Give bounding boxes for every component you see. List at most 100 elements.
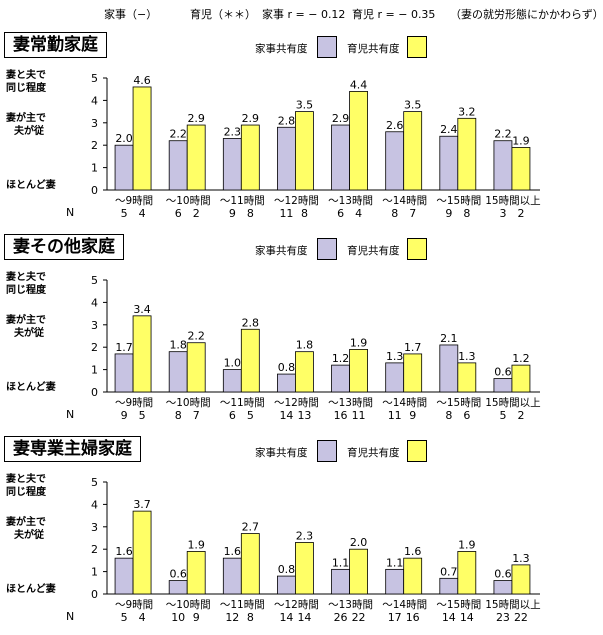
x-tick-label: 15時間以上 bbox=[485, 397, 540, 409]
value-label-kaji: 0.7 bbox=[440, 565, 458, 578]
y-tick-label: 5 bbox=[91, 274, 98, 287]
legend-swatch-ikuji bbox=[407, 238, 427, 260]
value-label-ikuji: 3.7 bbox=[133, 498, 151, 511]
value-label-kaji: 2.2 bbox=[494, 128, 512, 141]
x-tick-label: 〜15時間 bbox=[436, 397, 481, 409]
n-value-ikuji: 8 bbox=[463, 207, 470, 220]
x-tick-label: 〜9時間 bbox=[115, 195, 153, 207]
bar-kaji bbox=[222, 557, 242, 595]
value-label-ikuji: 3.5 bbox=[296, 99, 314, 112]
value-label-kaji: 2.0 bbox=[115, 132, 133, 145]
n-value-ikuji: 16 bbox=[406, 611, 420, 624]
value-label-kaji: 1.3 bbox=[386, 350, 404, 363]
x-tick-label: 〜11時間 bbox=[220, 599, 265, 611]
bar-kaji bbox=[222, 369, 242, 393]
x-tick-label: 〜15時間 bbox=[436, 599, 481, 611]
bar-ikuji bbox=[457, 551, 477, 595]
y-label-equal: 妻と夫で bbox=[6, 68, 46, 81]
bar-ikuji bbox=[511, 147, 531, 191]
y-tick-label: 5 bbox=[91, 72, 98, 85]
x-tick-label: 〜14時間 bbox=[382, 599, 427, 611]
bar-kaji bbox=[277, 373, 296, 393]
value-label-kaji: 2.3 bbox=[224, 125, 242, 138]
n-value-ikuji: 9 bbox=[193, 611, 200, 624]
n-value-kaji: 14 bbox=[279, 611, 293, 624]
value-label-ikuji: 2.9 bbox=[242, 112, 260, 125]
bar-kaji bbox=[168, 580, 188, 595]
x-tick-label: 〜13時間 bbox=[328, 599, 373, 611]
y-label-equal: 同じ程度 bbox=[6, 81, 47, 94]
y-label-wife-main: 夫が従 bbox=[13, 528, 45, 541]
bar-ikuji bbox=[240, 124, 260, 191]
n-value-kaji: 5 bbox=[121, 611, 128, 624]
bar-ikuji bbox=[186, 124, 206, 191]
x-tick-label: 〜13時間 bbox=[328, 195, 373, 207]
n-value-kaji: 3 bbox=[499, 207, 506, 220]
n-value-kaji: 8 bbox=[391, 207, 398, 220]
x-tick-label: 〜11時間 bbox=[220, 397, 265, 409]
n-value-kaji: 10 bbox=[171, 611, 185, 624]
bar-ikuji bbox=[240, 533, 260, 595]
bar-ikuji bbox=[295, 111, 314, 191]
value-label-kaji: 2.6 bbox=[386, 119, 404, 132]
value-label-ikuji: 1.9 bbox=[187, 538, 205, 551]
n-value-kaji: 8 bbox=[175, 409, 182, 422]
y-tick-label: 4 bbox=[91, 94, 98, 107]
n-value-ikuji: 2 bbox=[193, 207, 200, 220]
value-label-kaji: 2.9 bbox=[332, 112, 350, 125]
n-value-ikuji: 6 bbox=[463, 409, 470, 422]
n-value-kaji: 16 bbox=[334, 409, 348, 422]
x-tick-label: 〜10時間 bbox=[166, 397, 211, 409]
x-tick-label: 〜11時間 bbox=[220, 195, 265, 207]
header-ikuji-correlation: 育児 r = − 0.35 bbox=[352, 8, 436, 21]
y-tick-label: 0 bbox=[91, 588, 98, 601]
value-label-kaji: 1.2 bbox=[332, 352, 350, 365]
bar-ikuji bbox=[511, 364, 531, 393]
value-label-ikuji: 1.9 bbox=[512, 134, 530, 147]
n-row-label: N bbox=[66, 610, 74, 623]
y-label-equal: 妻と夫で bbox=[6, 270, 46, 283]
value-label-ikuji: 1.7 bbox=[404, 341, 422, 354]
value-label-ikuji: 1.9 bbox=[350, 336, 368, 349]
bar-ikuji bbox=[240, 328, 260, 393]
value-label-ikuji: 1.8 bbox=[296, 339, 314, 352]
value-label-ikuji: 1.3 bbox=[512, 552, 530, 565]
n-row-label: N bbox=[66, 206, 74, 219]
n-value-ikuji: 14 bbox=[297, 611, 311, 624]
bar-kaji bbox=[331, 364, 350, 393]
n-value-kaji: 11 bbox=[388, 409, 402, 422]
panel-title: 妻その他家庭 bbox=[4, 234, 124, 260]
x-tick-label: 〜15時間 bbox=[436, 195, 481, 207]
n-value-kaji: 12 bbox=[225, 611, 239, 624]
y-tick-label: 3 bbox=[91, 117, 98, 130]
n-value-kaji: 8 bbox=[445, 409, 452, 422]
n-value-ikuji: 4 bbox=[139, 207, 146, 220]
n-value-kaji: 6 bbox=[337, 207, 344, 220]
y-tick-label: 4 bbox=[91, 296, 98, 309]
bar-kaji bbox=[277, 126, 296, 191]
value-label-kaji: 1.8 bbox=[169, 339, 187, 352]
n-value-kaji: 11 bbox=[279, 207, 293, 220]
bar-kaji bbox=[331, 124, 350, 191]
n-value-ikuji: 4 bbox=[355, 207, 362, 220]
n-value-kaji: 9 bbox=[445, 207, 452, 220]
x-tick-label: 〜12時間 bbox=[274, 195, 319, 207]
n-value-ikuji: 4 bbox=[139, 611, 146, 624]
value-label-kaji: 0.8 bbox=[278, 563, 296, 576]
legend-label-ikuji: 育児共有度 bbox=[347, 43, 400, 55]
bar-kaji bbox=[385, 131, 405, 191]
bar-ikuji bbox=[457, 362, 477, 393]
legend-swatch-kaji bbox=[317, 440, 337, 462]
value-label-ikuji: 4.4 bbox=[350, 78, 368, 91]
legend-swatch-ikuji bbox=[407, 36, 427, 58]
n-value-kaji: 14 bbox=[279, 409, 293, 422]
x-tick-label: 〜9時間 bbox=[115, 397, 153, 409]
value-label-ikuji: 2.9 bbox=[187, 112, 205, 125]
legend-swatch-kaji bbox=[317, 238, 337, 260]
n-value-ikuji: 2 bbox=[517, 409, 524, 422]
bar-kaji bbox=[114, 557, 134, 595]
bar-ikuji bbox=[403, 557, 423, 595]
chart-panel-full-time: 0 1 2 3 4 5 妻と夫で 同じ程度 妻が主で 夫が従 ほとんど妻 N 2.0 4.6 〜9時間 5 4 2… bbox=[0, 28, 603, 228]
value-label-ikuji: 1.6 bbox=[404, 545, 422, 558]
